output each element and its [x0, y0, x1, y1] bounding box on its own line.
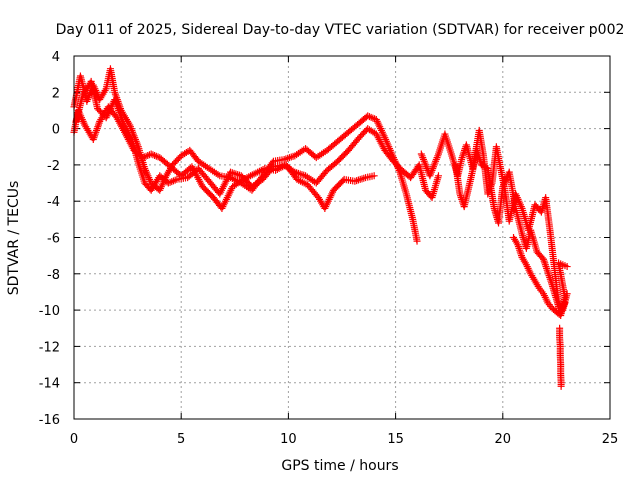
data-point	[354, 176, 362, 184]
data-point	[459, 150, 467, 158]
y-tick-label: -14	[39, 377, 60, 392]
x-tick-label: 0	[70, 432, 78, 447]
y-tick-label: -6	[47, 232, 60, 247]
data-point	[169, 177, 177, 185]
data-point	[149, 151, 157, 159]
data-point	[543, 264, 551, 272]
data-point	[144, 151, 152, 159]
chart-title: Day 011 of 2025, Sidereal Day-to-day VTE…	[56, 22, 625, 38]
y-axis-label: SDTVAR / TECUs	[6, 181, 22, 296]
data-point	[164, 179, 172, 187]
data-point	[358, 175, 366, 183]
data-point	[563, 263, 571, 271]
data-point	[370, 172, 378, 180]
data-point	[541, 261, 549, 269]
data-point	[232, 170, 240, 178]
data-point	[457, 192, 465, 200]
x-tick-label: 25	[602, 432, 619, 447]
data-point	[168, 178, 176, 186]
data-point	[285, 154, 293, 162]
x-axis-label: GPS time / hours	[281, 458, 398, 474]
data-point	[284, 154, 292, 162]
data-point	[166, 178, 174, 186]
x-tick-label: 10	[280, 432, 297, 447]
data-point	[557, 382, 565, 390]
y-tick-label: -8	[47, 268, 60, 283]
data-point	[171, 176, 179, 184]
data-point	[367, 113, 375, 121]
y-tick-label: -16	[39, 413, 60, 428]
data-point	[339, 177, 347, 185]
data-point	[413, 237, 421, 245]
data-point	[140, 153, 148, 161]
data-point	[353, 177, 361, 185]
y-tick-label: -2	[47, 159, 60, 174]
plot-frame	[73, 55, 611, 420]
series-trace-f	[510, 234, 571, 320]
y-tick-label: -4	[47, 195, 60, 210]
data-point	[142, 152, 150, 160]
data-point	[542, 263, 550, 271]
data-point	[544, 270, 552, 278]
y-tick-label: 0	[52, 123, 60, 138]
series-trace-g	[556, 324, 565, 390]
series-trace-d	[417, 126, 571, 314]
data-point	[365, 113, 373, 121]
data-point	[151, 151, 159, 159]
data-point	[369, 114, 377, 122]
data-point	[544, 268, 552, 276]
data-point	[434, 172, 442, 180]
data-point	[364, 112, 372, 120]
y-tick-label: 2	[52, 86, 60, 101]
y-tick-label: 4	[52, 50, 60, 65]
data-point	[152, 152, 160, 160]
data-point	[356, 175, 364, 183]
y-tick-label: -10	[39, 304, 60, 319]
data-point	[543, 266, 551, 274]
data-point	[147, 150, 155, 158]
data-point	[516, 248, 524, 256]
x-tick-label: 5	[177, 432, 185, 447]
x-tick-label: 15	[387, 432, 404, 447]
data-point	[139, 154, 147, 162]
data-point	[516, 246, 524, 254]
y-tick-label: -12	[39, 340, 60, 355]
data-point	[360, 174, 368, 182]
series-trace-c	[70, 103, 378, 212]
data-points	[70, 65, 571, 390]
x-tick-label: 20	[495, 432, 512, 447]
axis-ticks: 0 5 10 15 20 25 -16 -14 -12 -10 -8 -6 -4 -2 0 2 4	[39, 50, 619, 447]
